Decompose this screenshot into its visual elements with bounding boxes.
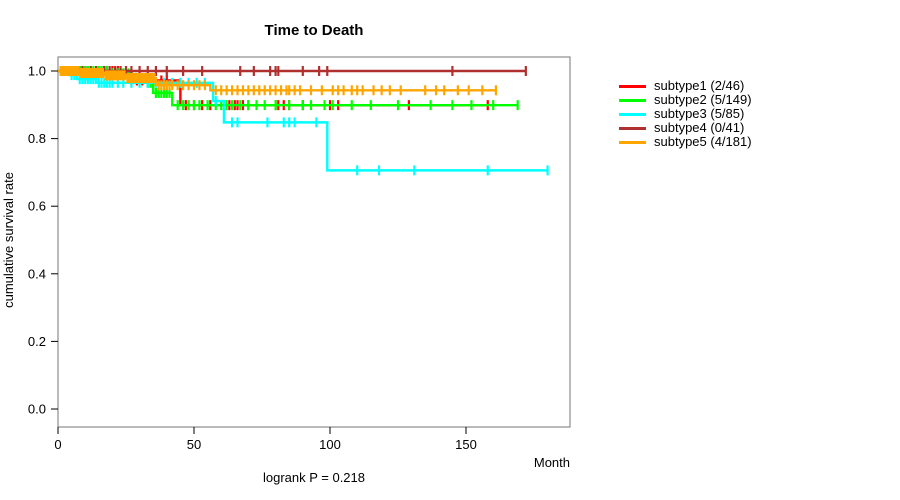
x-tick-label: 0 <box>54 437 61 452</box>
survival-curves <box>58 66 549 176</box>
legend-label: subtype1 (2/46) <box>654 78 745 93</box>
censor-marks-subtype5 <box>59 66 498 96</box>
legend-line-swatch <box>619 140 646 144</box>
legend-label: subtype5 (4/181) <box>654 134 752 149</box>
plot-border <box>57 56 571 428</box>
plot-frame <box>57 56 571 428</box>
y-tick-label: 1.0 <box>28 64 46 79</box>
legend-item-subtype4: subtype4 (0/41) <box>619 121 752 135</box>
legend-item-subtype5: subtype5 (4/181) <box>619 135 752 149</box>
legend-line-swatch <box>619 126 646 130</box>
y-tick-label: 0.4 <box>28 266 46 281</box>
y-tick-label: 0.6 <box>28 199 46 214</box>
legend-label: subtype4 (0/41) <box>654 120 745 135</box>
y-tick-label: 0.2 <box>28 334 46 349</box>
x-tick-label: 150 <box>455 437 477 452</box>
legend: subtype1 (2/46) subtype2 (5/149) subtype3 … <box>619 79 752 149</box>
legend-item-subtype2: subtype2 (5/149) <box>619 93 752 107</box>
y-axis-label: cumulative survival rate <box>1 172 16 308</box>
legend-label: subtype3 (5/85) <box>654 106 745 121</box>
x-tick-label: 100 <box>319 437 341 452</box>
x-tick-label: 50 <box>187 437 201 452</box>
logrank-annotation: logrank P = 0.218 <box>263 470 365 485</box>
legend-line-swatch <box>619 98 646 102</box>
legend-line-swatch <box>619 84 646 88</box>
legend-item-subtype1: subtype1 (2/46) <box>619 79 752 93</box>
survival-curve-subtype5 <box>58 69 496 92</box>
y-tick-label: 0.8 <box>28 131 46 146</box>
plot-title: Time to Death <box>265 22 364 39</box>
legend-label: subtype2 (5/149) <box>654 92 752 107</box>
x-axis-label: Month <box>534 455 570 470</box>
legend-item-subtype3: subtype3 (5/85) <box>619 107 752 121</box>
axes: 0 50 100 150 0.0 0.2 0.4 0.6 0.8 1.0 <box>28 64 477 453</box>
legend-line-swatch <box>619 112 646 116</box>
y-tick-label: 0.0 <box>28 402 46 417</box>
